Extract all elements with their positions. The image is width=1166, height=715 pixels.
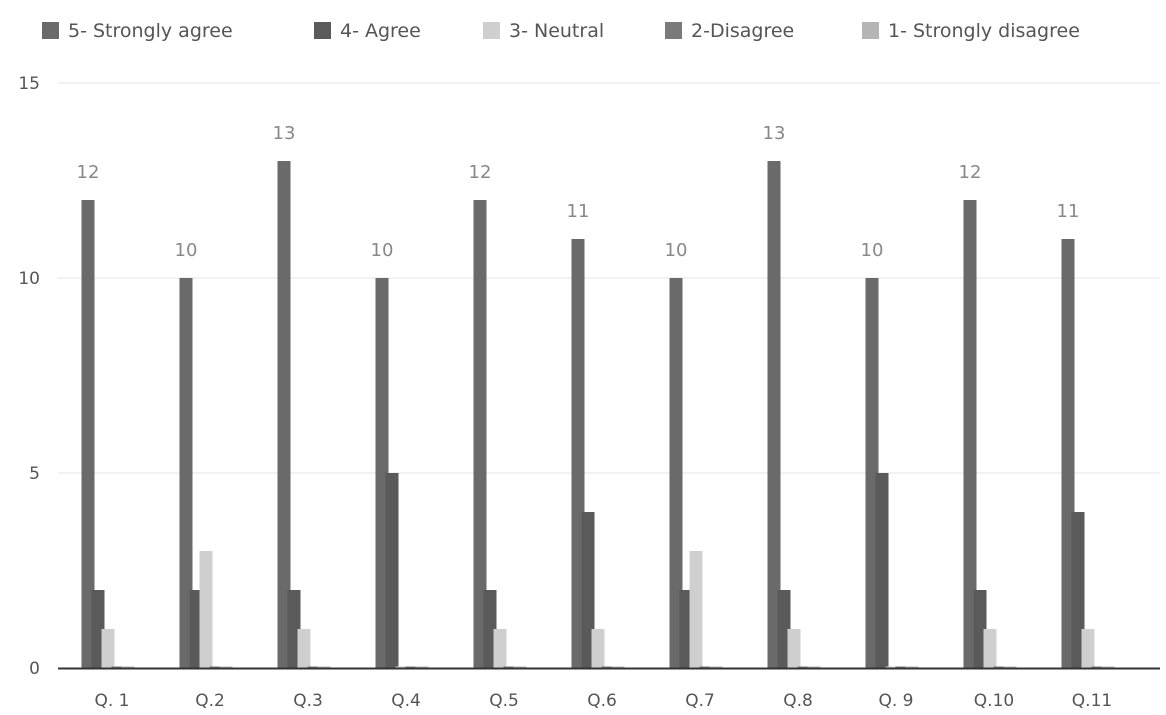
legend-label: 3- Neutral [509,20,604,42]
x-tick-label: Q.10 [974,691,1014,711]
bar [415,666,429,668]
bar [669,278,683,668]
bar [111,666,125,668]
y-tick-label: 15 [18,74,40,94]
data-label: 13 [273,123,296,144]
bar [571,239,585,668]
bar [905,666,919,668]
data-label: 11 [567,201,590,222]
data-label: 11 [1057,201,1080,222]
bar [885,666,899,668]
legend: 5- Strongly agree 4- Agree 3- Neutral 2-Dis… [42,20,1080,42]
bar [473,200,487,668]
x-tick-label: Q.6 [587,691,617,711]
bars [81,161,1115,668]
bar [277,161,291,668]
bar [601,666,615,668]
bar [179,278,193,668]
data-label: 10 [861,240,884,261]
bar [875,473,889,668]
x-tick-label: Q.3 [293,691,323,711]
bar [287,590,301,668]
bar [317,666,331,668]
bar [1003,666,1017,668]
bar [689,551,703,668]
bar [1101,666,1115,668]
bar [611,666,625,668]
x-tick-label: Q.11 [1072,691,1112,711]
bar [91,590,105,668]
bar [219,666,233,668]
bar [895,666,909,668]
data-label: 12 [77,162,100,183]
bar [963,200,977,668]
bar [375,278,389,668]
x-tick-label: Q. 9 [878,691,913,711]
bar [385,473,399,668]
bar [101,629,115,668]
data-label: 12 [959,162,982,183]
bar [679,590,693,668]
data-label: 12 [469,162,492,183]
y-tick-label: 5 [29,464,40,484]
bar [405,666,419,668]
bar [709,666,723,668]
bar [1061,239,1075,668]
legend-label: 1- Strongly disagree [888,20,1080,42]
bar [513,666,527,668]
data-label: 10 [665,240,688,261]
bar [865,278,879,668]
legend-label: 2-Disagree [691,20,794,42]
x-tick-label: Q.5 [489,691,519,711]
bar [81,200,95,668]
bar [1091,666,1105,668]
bar [807,666,821,668]
legend-label: 4- Agree [340,20,421,42]
bar [307,666,321,668]
bar [121,666,135,668]
bar [767,161,781,668]
bar [983,629,997,668]
bar [297,629,311,668]
data-label: 10 [371,240,394,261]
bar [1081,629,1095,668]
x-tick-label: Q.2 [195,691,225,711]
legend-swatch [42,22,59,39]
x-tick-label: Q.8 [783,691,813,711]
bar [973,590,987,668]
bar [503,666,517,668]
gridlines [58,82,1160,474]
bar [395,666,409,668]
bar [199,551,213,668]
bar [777,590,791,668]
bar [1071,512,1085,668]
x-tick-label: Q.4 [391,691,421,711]
bar [493,629,507,668]
data-labels: 12 10 13 10 12 11 10 13 10 12 11 [77,123,1080,261]
legend-swatch [862,22,879,39]
bar [591,629,605,668]
y-tick-label: 0 [29,659,40,679]
bar [581,512,595,668]
legend-swatch [314,22,331,39]
legend-label: 5- Strongly agree [68,20,233,42]
bar [209,666,223,668]
x-tick-label: Q.7 [685,691,715,711]
bar [787,629,801,668]
x-axis: Q. 1 Q.2 Q.3 Q.4 Q.5 Q.6 Q.7 Q.8 Q. 9 Q.10 Q.11 [58,667,1160,711]
bar [993,666,1007,668]
bar [483,590,497,668]
bar [189,590,203,668]
y-tick-label: 10 [18,269,40,289]
y-axis: 0 5 10 15 [18,74,40,679]
bar [699,666,713,668]
data-label: 13 [763,123,786,144]
legend-swatch [483,22,500,39]
data-label: 10 [175,240,198,261]
bar [797,666,811,668]
x-tick-label: Q. 1 [94,691,129,711]
legend-swatch [665,22,682,39]
